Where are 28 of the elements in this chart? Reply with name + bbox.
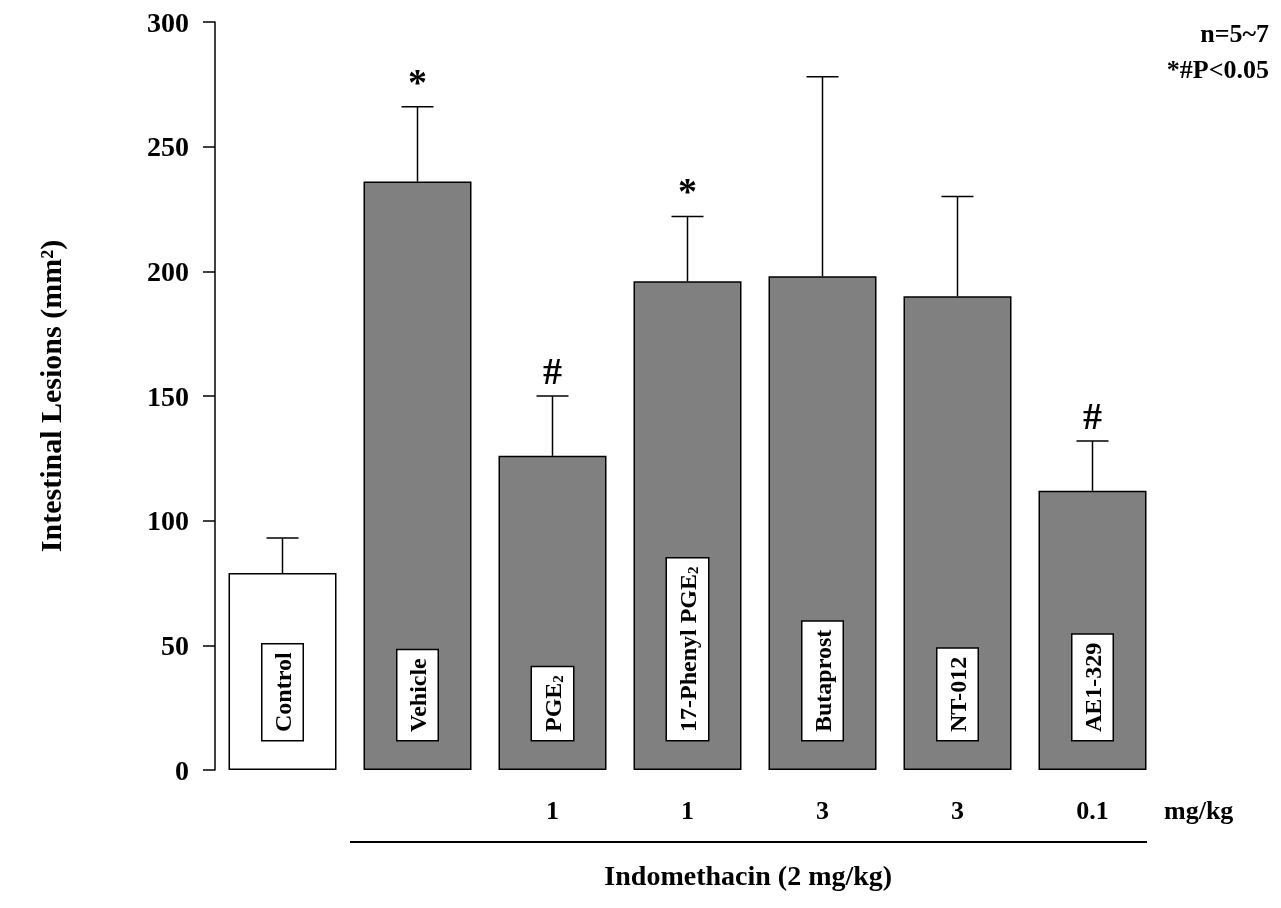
text: 1 [681,795,694,825]
x-axis-title: Indomethacin (2 mg/kg) [604,859,893,891]
text: 0.1 [1076,795,1109,825]
y-tick-label: 0 [175,754,189,786]
text: mg/kg [1164,795,1234,825]
y-tick-label: 300 [147,6,189,38]
y-tick-label: 150 [147,380,189,412]
text: 3 [951,795,964,825]
annotation: # [543,350,562,392]
x-tick-label: PGE2 [539,675,566,732]
x-tick-label: 17-Phenyl PGE2 [674,566,701,732]
x-tick-label: Butaprost [809,629,836,732]
annotation: # [1083,394,1102,437]
x-tick-label: Control [269,652,296,732]
x-tick-label: NT-012 [944,656,971,732]
y-tick-label: 50 [161,629,189,661]
text: 3 [816,795,829,825]
y-tick-label: 100 [147,505,189,537]
annotation: * [678,170,697,213]
x-tick-label: Vehicle [404,657,431,732]
annotation: * [408,60,427,103]
y-tick-label: 250 [147,131,189,163]
x-tick-label: AE1-329 [1079,642,1106,732]
text: *#P<0.05 [1166,54,1270,84]
text: 1 [546,795,559,825]
text: n=5~7 [1200,18,1269,48]
y-axis-title: Intestinal Lesions (mm²) [33,239,68,553]
y-tick-label: 200 [147,255,189,287]
